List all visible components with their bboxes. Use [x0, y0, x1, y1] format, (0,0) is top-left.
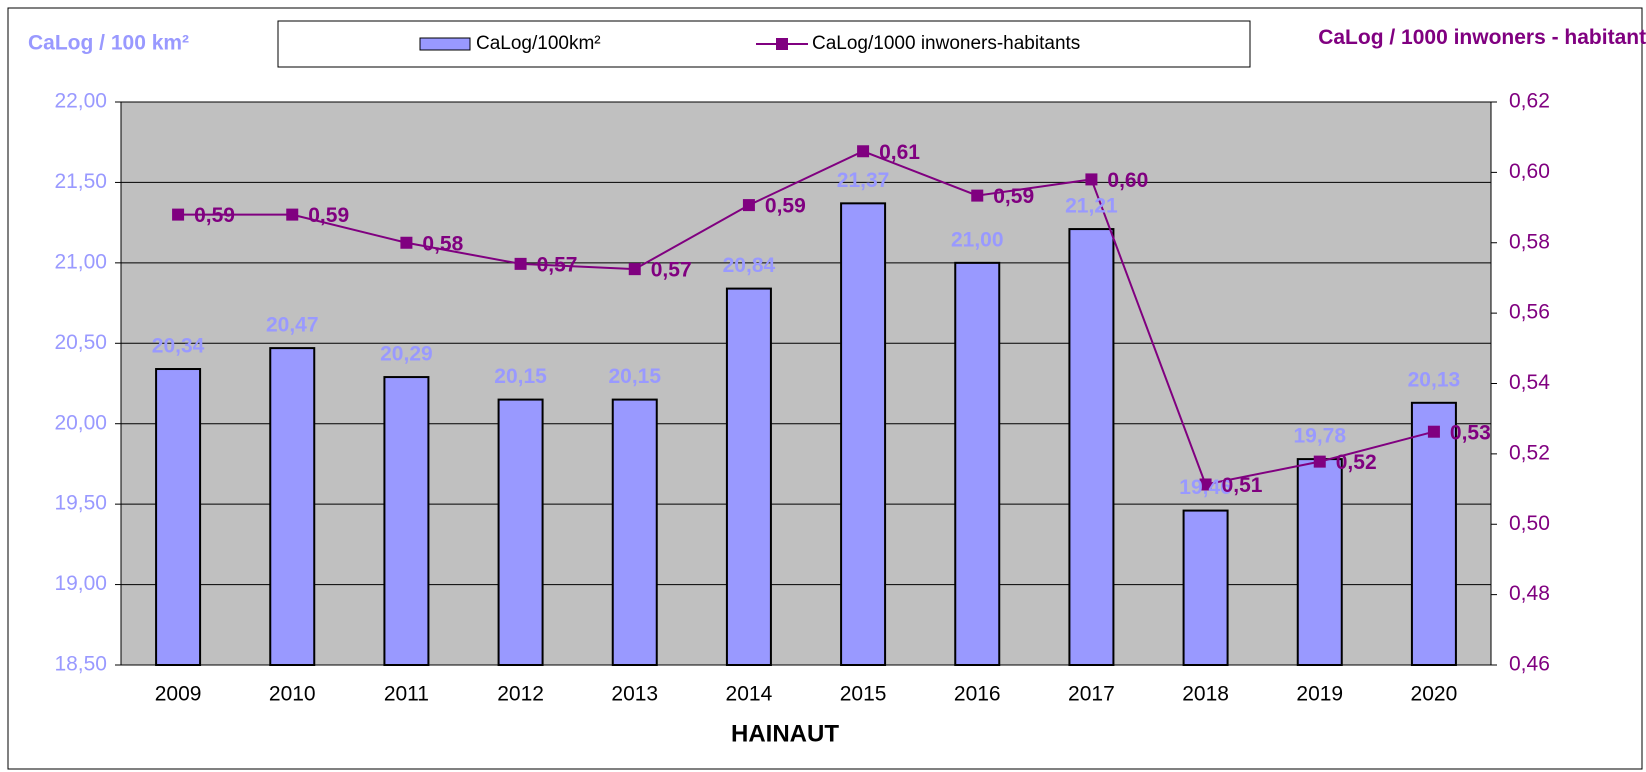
marker [1085, 173, 1098, 186]
y2-tick-label: 0,62 [1509, 90, 1550, 113]
legend-marker [776, 38, 788, 50]
y-axis-title: CaLog / 100 km² [28, 32, 189, 55]
x-tick-label: 2011 [384, 683, 429, 706]
legend-label: CaLog/1000 inwoners-habitants [812, 33, 1080, 54]
line-value-label: 0,60 [1107, 169, 1148, 192]
x-tick-label: 2020 [1411, 683, 1458, 706]
bar-value-label: 20,84 [723, 254, 776, 277]
bar-value-label: 20,47 [266, 314, 319, 337]
bar-value-label: 20,34 [152, 335, 205, 358]
marker [857, 145, 870, 158]
y2-tick-label: 0,52 [1509, 441, 1550, 464]
y2-tick-label: 0,54 [1509, 371, 1550, 394]
bar [611, 398, 658, 666]
bar-value-label: 21,21 [1065, 195, 1118, 218]
line-value-label: 0,59 [993, 185, 1034, 208]
x-tick-label: 2014 [726, 683, 773, 706]
bar [1296, 458, 1343, 666]
line-value-label: 0,51 [1222, 474, 1263, 497]
bar-value-label: 20,29 [380, 343, 433, 366]
bar-value-label: 19,78 [1293, 425, 1346, 448]
bar [383, 376, 430, 666]
bar-value-label: 19,46 [1179, 476, 1232, 499]
y2-tick-label: 0,58 [1509, 230, 1550, 253]
marker [742, 199, 755, 212]
x-tick-label: 2009 [155, 683, 202, 706]
marker [172, 208, 185, 221]
bar-value-label: 20,15 [608, 365, 661, 388]
line-value-label: 0,61 [879, 141, 920, 164]
marker [1427, 425, 1440, 438]
y-tick-label: 19,50 [54, 492, 107, 515]
bar [269, 347, 316, 666]
bar [725, 287, 772, 666]
x-tick-label: 2018 [1182, 683, 1229, 706]
y2-tick-label: 0,48 [1509, 582, 1550, 605]
x-tick-label: 2013 [611, 683, 658, 706]
line-value-label: 0,59 [308, 204, 349, 227]
marker [1199, 478, 1212, 491]
line-value-label: 0,59 [194, 204, 235, 227]
bar [155, 368, 202, 666]
marker [628, 263, 641, 276]
line-value-label: 0,53 [1450, 421, 1491, 444]
y-tick-label: 18,50 [54, 653, 107, 676]
y2-tick-label: 0,50 [1509, 512, 1550, 535]
bar [1182, 509, 1229, 666]
bar-value-label: 20,13 [1408, 368, 1461, 391]
legend-label: CaLog/100km² [476, 33, 601, 54]
x-tick-label: 2012 [497, 683, 544, 706]
marker [514, 257, 527, 270]
line-value-label: 0,57 [651, 259, 692, 282]
line-value-label: 0,57 [537, 253, 578, 276]
marker [1313, 455, 1326, 468]
y2-tick-label: 0,56 [1509, 301, 1550, 324]
y-tick-label: 20,00 [54, 411, 107, 434]
line-value-label: 0,52 [1336, 451, 1377, 474]
bar [840, 202, 887, 666]
bar [1068, 228, 1115, 666]
y-tick-label: 19,00 [54, 572, 107, 595]
plot-area [120, 101, 1492, 666]
x-tick-label: 2010 [269, 683, 316, 706]
y-tick-label: 22,00 [54, 90, 107, 113]
bar [1410, 401, 1457, 666]
x-tick-label: 2016 [954, 683, 1001, 706]
marker [286, 208, 299, 221]
y-tick-label: 21,00 [54, 250, 107, 273]
marker [400, 236, 413, 249]
y2-tick-label: 0,60 [1509, 160, 1550, 183]
x-tick-label: 2017 [1068, 683, 1115, 706]
y2-axis-title: CaLog / 1000 inwoners - habitants [1318, 26, 1646, 49]
y-tick-label: 20,50 [54, 331, 107, 354]
marker [971, 189, 984, 202]
line-value-label: 0,58 [422, 232, 463, 255]
bar [497, 398, 544, 666]
bar [954, 261, 1001, 666]
bar-value-label: 21,00 [951, 228, 1004, 251]
x-tick-label: 2015 [840, 683, 887, 706]
line-value-label: 0,59 [765, 195, 806, 218]
x-axis-title: HAINAUT [731, 720, 839, 747]
bar-value-label: 20,15 [494, 365, 547, 388]
y2-tick-label: 0,46 [1509, 653, 1550, 676]
y-tick-label: 21,50 [54, 170, 107, 193]
x-tick-label: 2019 [1296, 683, 1343, 706]
line [178, 150, 1435, 486]
legend-swatch [419, 37, 471, 51]
bar-value-label: 21,37 [837, 169, 890, 192]
